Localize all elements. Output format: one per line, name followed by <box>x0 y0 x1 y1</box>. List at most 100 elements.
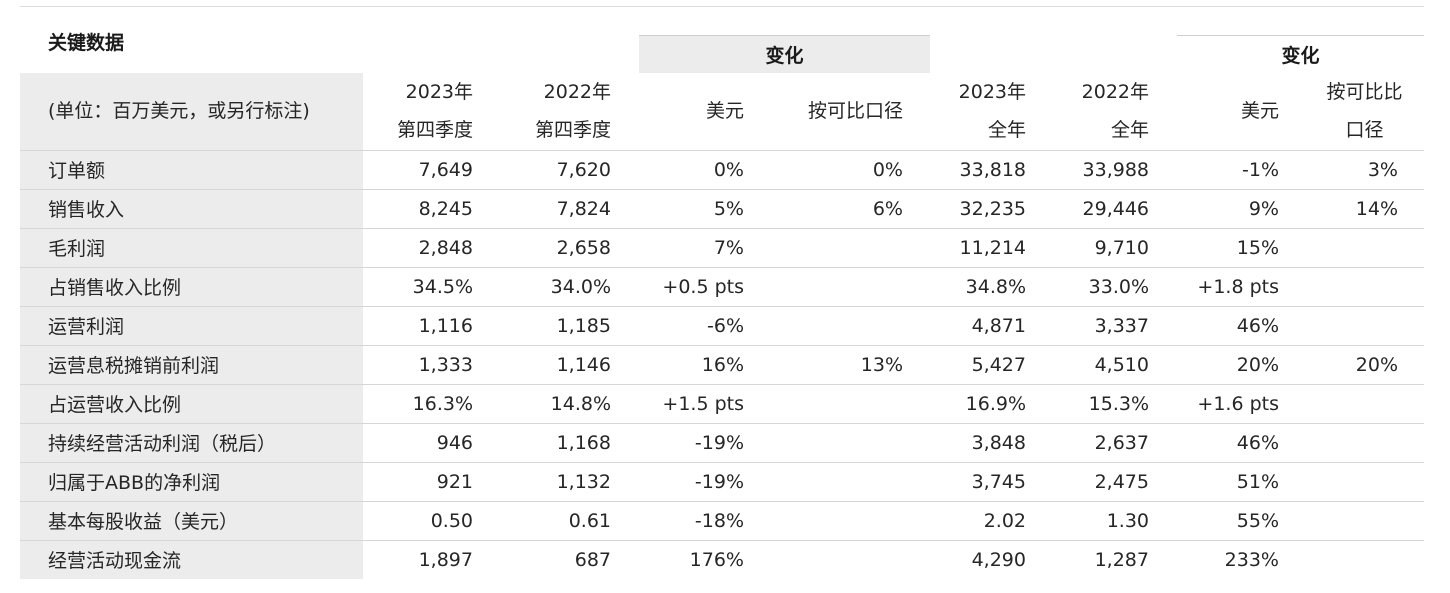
row-label: 销售收入 <box>20 189 363 228</box>
cell-change-comparable-year <box>1305 423 1424 462</box>
header-change-usd: 美元 <box>637 73 770 150</box>
cell-change-comparable-year <box>1305 501 1424 540</box>
cell-q4-2022: 7,620 <box>556 158 611 181</box>
change-group-header-year: 变化 <box>1177 35 1424 73</box>
cell-fy-2022: 1.30 <box>1106 509 1149 532</box>
table-row: 销售收入 8,245 7,824 5% 6% 32,235 29,446 9% 14% <box>20 189 1424 228</box>
change-group-header-quarter: 变化 <box>639 35 930 73</box>
cell-q4-2023: 1,116 <box>418 314 473 337</box>
cell-change-comparable <box>770 267 929 306</box>
cell-change-comparable: 0% <box>872 158 903 181</box>
cell-change-comparable-year <box>1305 267 1424 306</box>
cell-change-comparable <box>770 501 929 540</box>
cell-fy-2023: 3,745 <box>971 470 1026 493</box>
cell-q4-2022: 1,146 <box>556 353 611 376</box>
cell-change-comparable: 6% <box>872 197 903 220</box>
cell-change-comparable-year: 3% <box>1367 158 1398 181</box>
header-row: (单位：百万美元，或另行标注) 2023年 第四季度 2022年 第四季度 美元 按… <box>20 73 1424 150</box>
cell-change-usd: -19% <box>694 470 744 493</box>
header-change-comparable: 按可比口径 <box>770 73 929 150</box>
cell-change-usd-year: 9% <box>1248 197 1279 220</box>
table-row: 持续经营活动利润（税后） 946 1,168 -19% 3,848 2,637 46% <box>20 423 1424 462</box>
cell-fy-2023: 32,235 <box>959 197 1026 220</box>
cell-change-usd-year: -1% <box>1242 158 1279 181</box>
header-change-usd-year: 美元 <box>1175 73 1305 150</box>
table-row: 占运营收入比例 16.3% 14.8% +1.5 pts 16.9% 15.3% +1.6 … <box>20 384 1424 423</box>
cell-fy-2023: 2.02 <box>983 509 1026 532</box>
cell-change-usd-year: +1.8 pts <box>1197 275 1279 298</box>
cell-change-usd: 7% <box>713 236 744 259</box>
row-label: 运营利润 <box>20 306 363 345</box>
cell-fy-2022: 33.0% <box>1088 275 1149 298</box>
cell-change-usd-year: 46% <box>1236 431 1279 454</box>
cell-fy-2023: 11,214 <box>959 236 1026 259</box>
table-row: 运营息税摊销前利润 1,333 1,146 16% 13% 5,427 4,510 20% 20… <box>20 345 1424 384</box>
cell-fy-2022: 4,510 <box>1094 353 1149 376</box>
cell-fy-2022: 2,637 <box>1094 431 1149 454</box>
cell-change-comparable <box>770 540 929 579</box>
cell-change-usd: 5% <box>713 197 744 220</box>
cell-change-usd: 176% <box>689 548 744 571</box>
cell-fy-2023: 4,871 <box>971 314 1026 337</box>
cell-fy-2023: 5,427 <box>971 353 1026 376</box>
cell-fy-2022: 33,988 <box>1082 158 1149 181</box>
cell-change-comparable <box>770 462 929 501</box>
cell-change-usd-year: 51% <box>1236 470 1279 493</box>
cell-change-usd: 0% <box>713 158 744 181</box>
cell-change-comparable <box>770 384 929 423</box>
header-q4-2023: 2023年 第四季度 <box>363 73 499 150</box>
cell-fy-2022: 29,446 <box>1082 197 1149 220</box>
cell-fy-2022: 3,337 <box>1094 314 1149 337</box>
cell-fy-2022: 15.3% <box>1088 392 1149 415</box>
cell-q4-2023: 16.3% <box>412 392 473 415</box>
cell-change-usd: +1.5 pts <box>662 392 744 415</box>
cell-change-usd: 16% <box>701 353 744 376</box>
row-label: 归属于ABB的净利润 <box>20 462 363 501</box>
cell-change-comparable <box>770 423 929 462</box>
cell-change-comparable <box>770 306 929 345</box>
cell-q4-2022: 1,168 <box>556 431 611 454</box>
cell-change-comparable-year <box>1305 306 1424 345</box>
top-divider <box>20 6 1424 7</box>
table-row: 占销售收入比例 34.5% 34.0% +0.5 pts 34.8% 33.0% +1.8 … <box>20 267 1424 306</box>
header-change-comparable-year: 按可比比 口径 <box>1305 73 1424 150</box>
cell-change-comparable: 13% <box>860 353 903 376</box>
table-title: 关键数据 <box>48 32 125 54</box>
cell-q4-2022: 34.0% <box>550 275 611 298</box>
table-row: 经营活动现金流 1,897 687 176% 4,290 1,287 233% <box>20 540 1424 579</box>
cell-fy-2023: 33,818 <box>959 158 1026 181</box>
cell-change-usd-year: 233% <box>1224 548 1279 571</box>
header-fy-2023: 2023年 全年 <box>929 73 1052 150</box>
cell-change-usd-year: 46% <box>1236 314 1279 337</box>
cell-change-usd-year: 15% <box>1236 236 1279 259</box>
row-label: 毛利润 <box>20 228 363 267</box>
cell-change-comparable-year <box>1305 462 1424 501</box>
cell-change-usd-year: 55% <box>1236 509 1279 532</box>
row-label: 占运营收入比例 <box>20 384 363 423</box>
cell-fy-2023: 3,848 <box>971 431 1026 454</box>
table-row: 订单额 7,649 7,620 0% 0% 33,818 33,988 -1% 3% <box>20 150 1424 189</box>
table-row: 毛利润 2,848 2,658 7% 11,214 9,710 15% <box>20 228 1424 267</box>
cell-change-usd-year: +1.6 pts <box>1197 392 1279 415</box>
cell-fy-2022: 1,287 <box>1094 548 1149 571</box>
cell-q4-2022: 2,658 <box>556 236 611 259</box>
cell-change-comparable-year: 14% <box>1355 197 1398 220</box>
cell-q4-2022: 0.61 <box>568 509 611 532</box>
cell-fy-2023: 16.9% <box>965 392 1026 415</box>
cell-fy-2022: 9,710 <box>1094 236 1149 259</box>
cell-q4-2023: 946 <box>436 431 473 454</box>
row-label: 经营活动现金流 <box>20 540 363 579</box>
table-row: 运营利润 1,116 1,185 -6% 4,871 3,337 46% <box>20 306 1424 345</box>
cell-fy-2023: 34.8% <box>965 275 1026 298</box>
cell-fy-2023: 4,290 <box>971 548 1026 571</box>
cell-change-comparable-year: 20% <box>1355 353 1398 376</box>
unit-header: (单位：百万美元，或另行标注) <box>20 73 363 150</box>
cell-change-usd-year: 20% <box>1236 353 1279 376</box>
cell-q4-2023: 1,333 <box>418 353 473 376</box>
table-row: 基本每股收益（美元） 0.50 0.61 -18% 2.02 1.30 55% <box>20 501 1424 540</box>
table-row: 归属于ABB的净利润 921 1,132 -19% 3,745 2,475 51% <box>20 462 1424 501</box>
cell-q4-2022: 1,132 <box>556 470 611 493</box>
cell-q4-2023: 0.50 <box>430 509 473 532</box>
cell-q4-2022: 687 <box>574 548 611 571</box>
cell-change-usd: -19% <box>694 431 744 454</box>
